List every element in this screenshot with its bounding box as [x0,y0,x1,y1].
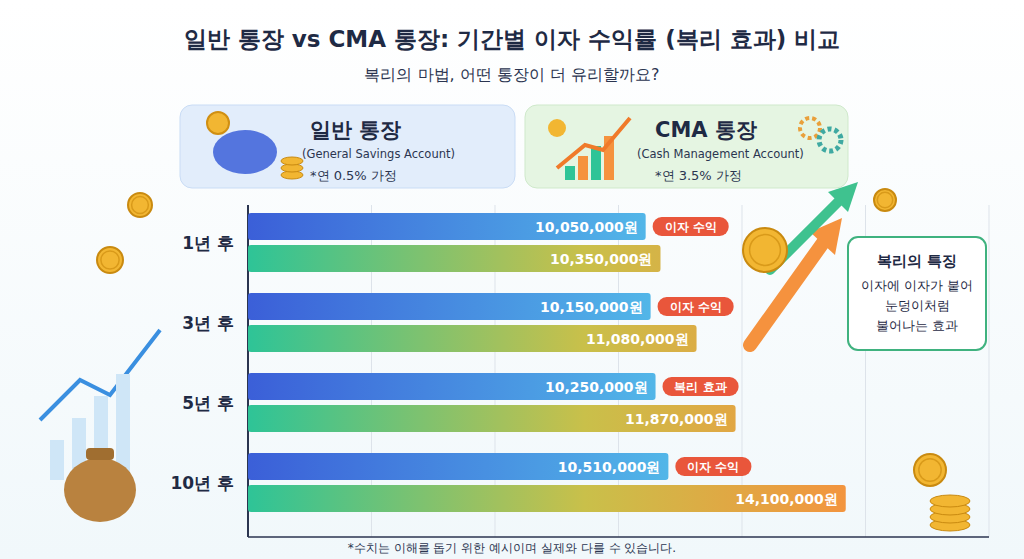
legend-icon [557,118,630,168]
grid-line [989,205,990,537]
legend-note: *연 0.5% 가정 [310,168,397,183]
legend-panel [525,105,848,188]
data-label: 11,080,000원 [586,331,689,347]
callout: 복리의 특징이자에 이자가 붙어눈덩이처럼불어나는 효과 [848,237,986,350]
bar [248,453,668,480]
legend-subtitle: (General Savings Account) [302,147,455,161]
callout-text: 눈덩이처럼 [885,298,950,313]
tag-bg [658,297,734,316]
coin-icon [914,454,946,486]
data-label: 10,250,000원 [545,379,648,395]
subtitle: 복리의 마법, 어떤 통장이 더 유리할까요? [364,65,659,84]
background [0,0,1024,559]
legend-label: 일반 통장 [310,118,401,142]
category-label: 1년 후 [182,233,234,253]
coin-icon [101,251,119,269]
chart-root: 일반 통장 vs CMA 통장: 기간별 이자 수익률 (복리 효과) 비교복리… [0,0,1024,559]
category-label: 10년 후 [170,473,234,493]
legend-label: CMA 통장 [655,118,757,142]
category-label: 3년 후 [182,313,234,333]
legend-panel [180,105,515,188]
bar-icon [50,440,64,480]
legend-item: CMA 통장 (Cash Management Account) *연 3.5% 가… [525,105,848,188]
callout-box [848,237,986,350]
legend-icon [207,112,229,134]
tag-bg [675,457,751,476]
coin-icon [874,189,896,211]
legend-subtitle: (Cash Management Account) [637,147,804,161]
footnote: *수치는 이해를 돕기 위한 예시이며 실제와 다를 수 있습니다. [348,541,676,555]
callout-text: 불어나는 효과 [876,318,958,333]
tag-label: 이자 수익 [665,220,717,234]
bars [248,213,846,512]
tag-label: 이자 수익 [687,460,739,474]
legend-icon [578,156,588,180]
coin-icon [919,459,941,481]
tag-label: 복리 효과 [674,380,726,394]
tag-bg [653,217,729,236]
decoration [40,182,970,531]
coin-icon [930,495,970,507]
coin-icon [97,247,123,273]
coin-icon [750,235,781,266]
legend-icon [800,118,820,138]
legend-icon [281,157,303,165]
bar [248,405,736,432]
data-label: 10,050,000원 [535,219,638,235]
labels: 1년 후10,050,000원이자 수익10,350,000원3년 후10,15… [170,217,837,507]
bar [248,373,656,400]
legend-icon [565,166,575,180]
bar [248,213,646,240]
arrow-icon [828,182,858,212]
tag-label: 이자 수익 [670,300,722,314]
data-label: 10,350,000원 [550,251,653,267]
legend-note: *연 3.5% 가정 [655,168,742,183]
legend-item: 일반 통장 (General Savings Account) *연 0.5% 가정 [180,105,515,188]
coin-icon [128,193,152,217]
bar [248,325,697,352]
money-bag-icon [86,448,114,460]
category-label: 5년 후 [182,393,234,413]
title: 일반 통장 vs CMA 통장: 기간별 이자 수익률 (복리 효과) 비교 [184,26,841,52]
data-label: 14,100,000원 [735,491,838,507]
bar [248,485,846,512]
legend-icon [213,130,277,174]
bar [248,245,660,272]
money-bag-icon [64,458,136,522]
data-label: 10,150,000원 [540,299,643,315]
coin-icon [877,192,892,207]
tag-bg [663,377,739,396]
callout-text: 이자에 이자가 붙어 [861,278,973,293]
bar [248,293,651,320]
callout-title: 복리의 특징 [877,252,957,270]
coin-icon [132,197,149,214]
data-label: 11,870,000원 [625,411,728,427]
legend-icon [819,129,841,151]
data-label: 10,510,000원 [558,459,661,475]
coin-icon [743,228,787,272]
legend-icon [548,119,566,137]
axis-line [248,536,989,538]
